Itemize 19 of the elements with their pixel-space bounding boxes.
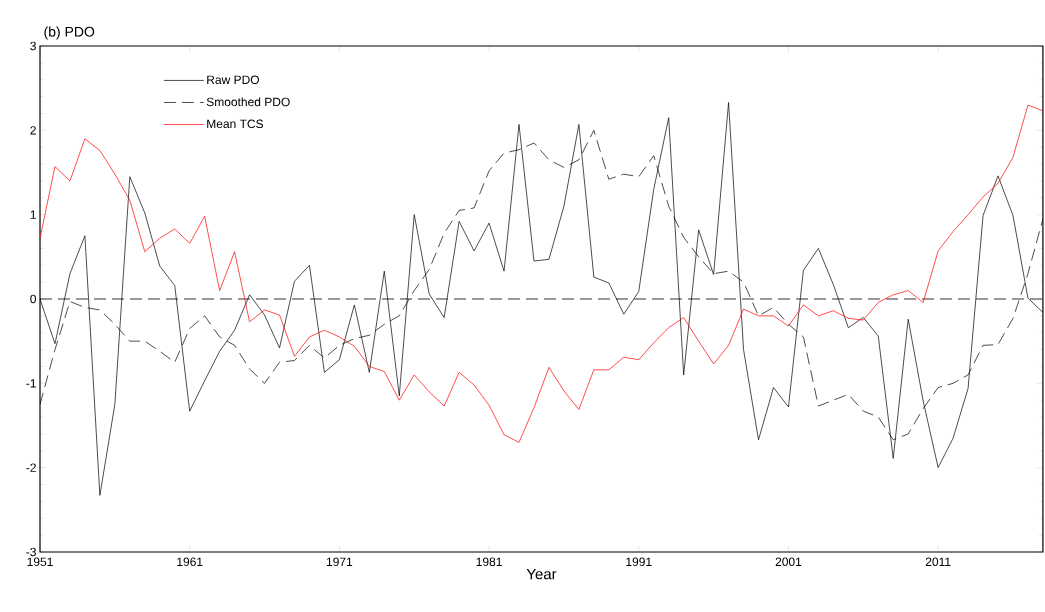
chart-title: (b) PDO [44,26,95,40]
y-tick-label: 1 [30,210,36,219]
legend-label: Raw PDO [207,75,259,84]
x-tick-label: 1981 [476,557,502,567]
y-tick-label: 2 [30,126,36,135]
y-tick-label: 0 [30,294,37,304]
legend-label: Mean TCS [207,119,264,129]
x-tick-label: 1971 [326,557,353,567]
x-tick-label: 2011 [925,557,951,567]
legend-label: Smoothed PDO [206,97,290,107]
y-tick-label: -1 [26,379,36,388]
x-tick-label: 1951 [27,557,53,567]
x-tick-label: 2001 [775,557,802,567]
x-tick-label: 1961 [177,557,203,567]
x-axis-title: Year [526,568,557,580]
y-tick-label: -2 [26,463,36,472]
x-tick-label: 1991 [626,557,652,567]
y-tick-label: -3 [26,547,36,557]
y-tick-label: 3 [30,41,36,51]
